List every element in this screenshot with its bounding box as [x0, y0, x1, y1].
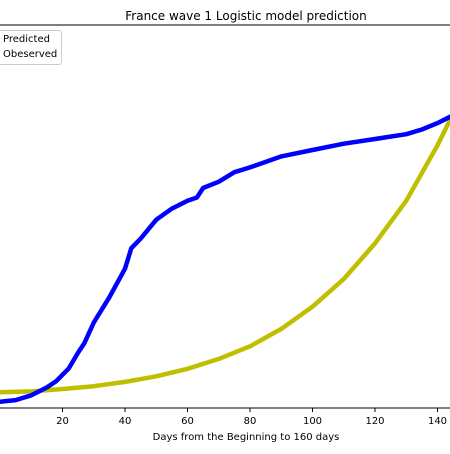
legend-item-predicted: Predicted — [3, 34, 50, 45]
x-tick-label: 60 — [181, 416, 194, 427]
x-axis-label: Days from the Beginning to 160 days — [153, 432, 340, 443]
x-tick-label: 120 — [365, 416, 384, 427]
x-tick-label: 140 — [428, 416, 447, 427]
series-line-predicted — [0, 117, 450, 395]
legend-item-observed: Obeserved — [3, 49, 58, 60]
x-tick-label: 20 — [56, 416, 69, 427]
series-line-observed — [0, 114, 450, 404]
x-tick-label: 100 — [303, 416, 322, 427]
x-tick-label: 80 — [244, 416, 257, 427]
legend: Predicted Obeserved — [0, 30, 62, 65]
chart-title: France wave 1 Logistic model prediction — [125, 9, 367, 23]
x-tick-label: 40 — [119, 416, 132, 427]
